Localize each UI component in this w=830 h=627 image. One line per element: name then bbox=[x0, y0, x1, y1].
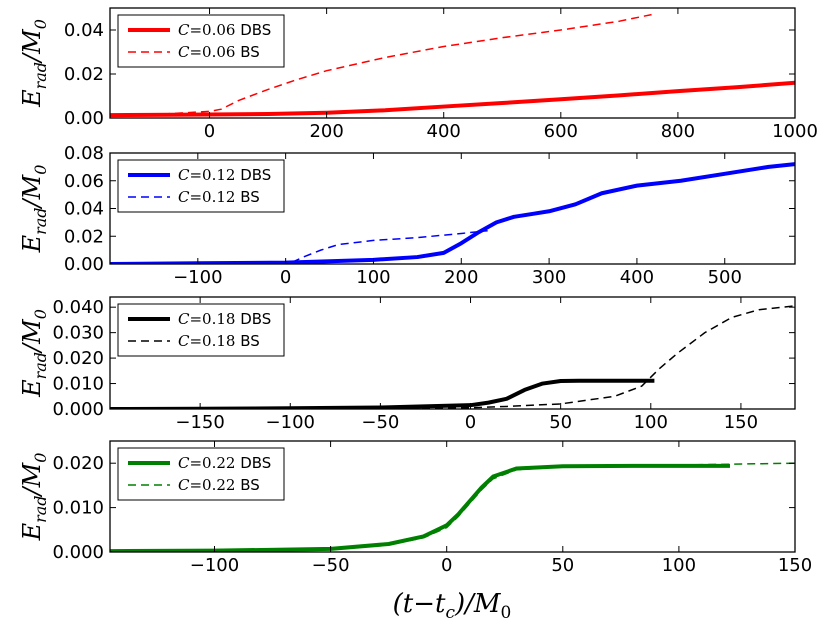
legend-box bbox=[117, 14, 285, 68]
x-tick-label: 500 bbox=[708, 267, 742, 288]
x-tick-label: −100 bbox=[173, 267, 222, 288]
chart-panel-3: −150 −100 −50 0 50 100 150 0.000 0.010 0.020 0.030… bbox=[18, 296, 796, 433]
x-tick-label: 400 bbox=[427, 121, 461, 142]
plot-frame bbox=[109, 440, 796, 553]
legend-label-dbs: C=0.18 DBS bbox=[178, 310, 271, 328]
legend-label-dbs: C=0.06 DBS bbox=[178, 21, 271, 39]
series-line-dbs-3 bbox=[110, 378, 655, 409]
series-line-bs-2 bbox=[110, 229, 488, 264]
x-tick-label: −50 bbox=[312, 555, 350, 576]
legend-box bbox=[117, 159, 285, 213]
y-axis-label: Erad/M0 bbox=[18, 165, 50, 254]
x-tick-label: 800 bbox=[661, 121, 695, 142]
x-tick-label: 150 bbox=[724, 412, 758, 433]
x-tick-label: −50 bbox=[361, 412, 399, 433]
x-axis-label: (t−tc)/M0 bbox=[393, 589, 512, 623]
legend-label-dbs: C=0.12 DBS bbox=[178, 166, 271, 184]
y-tick-label: 0.020 bbox=[52, 453, 104, 474]
y-tick-label: 0.06 bbox=[64, 171, 104, 192]
legend-label-bs: C=0.06 BS bbox=[178, 43, 260, 61]
plot-frame bbox=[109, 296, 796, 410]
x-tick-label: 400 bbox=[620, 267, 654, 288]
x-tick-label: 100 bbox=[662, 555, 696, 576]
y-tick-label: 0.020 bbox=[52, 348, 104, 369]
series-line-bs-1 bbox=[110, 13, 652, 117]
x-tick-label: 1000 bbox=[772, 121, 818, 142]
legend-label-bs: C=0.18 BS bbox=[178, 332, 260, 350]
x-tick-label: 0 bbox=[441, 555, 452, 576]
plot-frame bbox=[109, 7, 796, 119]
x-tick-label: 50 bbox=[549, 412, 572, 433]
series-line-dbs-1 bbox=[110, 80, 795, 118]
x-tick-label: 100 bbox=[356, 267, 390, 288]
chart-panel-1: 0 200 400 600 800 1000 0.00 0.02 0.04 Erad/M0 C=0.… bbox=[18, 7, 818, 142]
y-axis-label: Erad/M0 bbox=[18, 309, 50, 398]
chart-panel-2: −100 0 100 200 300 400 500 0.00 0.02 0.04 0.06 0.08… bbox=[18, 143, 796, 288]
legend-label-dbs: C=0.22 DBS bbox=[178, 454, 271, 472]
x-tick-label: 600 bbox=[544, 121, 578, 142]
y-tick-label: 0.00 bbox=[64, 254, 104, 275]
x-tick-label: −100 bbox=[266, 412, 315, 433]
y-axis-label: Erad/M0 bbox=[18, 19, 50, 108]
x-tick-label: 50 bbox=[551, 555, 574, 576]
y-tick-label: 0.010 bbox=[52, 498, 104, 519]
x-tick-label: −100 bbox=[190, 555, 239, 576]
legend-label-bs: C=0.12 BS bbox=[178, 188, 260, 206]
x-tick-label: 200 bbox=[309, 121, 343, 142]
legend-box bbox=[117, 303, 285, 357]
x-tick-label: 0 bbox=[465, 412, 476, 433]
y-tick-label: 0.08 bbox=[64, 143, 104, 164]
y-tick-label: 0.000 bbox=[52, 542, 104, 563]
y-tick-label: 0.04 bbox=[64, 20, 104, 41]
x-tick-label: 150 bbox=[778, 555, 812, 576]
y-tick-label: 0.02 bbox=[64, 64, 104, 85]
series-line-bs-3 bbox=[110, 305, 795, 409]
y-axis-label: Erad/M0 bbox=[18, 453, 50, 542]
y-tick-label: 0.030 bbox=[52, 323, 104, 344]
y-tick-label: 0.040 bbox=[52, 297, 104, 318]
legend-label-bs: C=0.22 BS bbox=[178, 476, 260, 494]
x-tick-label: 100 bbox=[634, 412, 668, 433]
x-tick-label: 200 bbox=[444, 267, 478, 288]
y-tick-label: 0.000 bbox=[52, 399, 104, 420]
series-line-bs-4 bbox=[110, 462, 795, 552]
y-tick-label: 0.00 bbox=[64, 108, 104, 129]
x-tick-label: −150 bbox=[175, 412, 224, 433]
legend-box bbox=[117, 447, 285, 501]
x-tick-label: 300 bbox=[532, 267, 566, 288]
y-tick-label: 0.04 bbox=[64, 199, 104, 220]
y-tick-label: 0.02 bbox=[64, 226, 104, 247]
y-tick-label: 0.010 bbox=[52, 374, 104, 395]
x-tick-label: 0 bbox=[204, 121, 215, 142]
x-tick-label: 0 bbox=[280, 267, 291, 288]
